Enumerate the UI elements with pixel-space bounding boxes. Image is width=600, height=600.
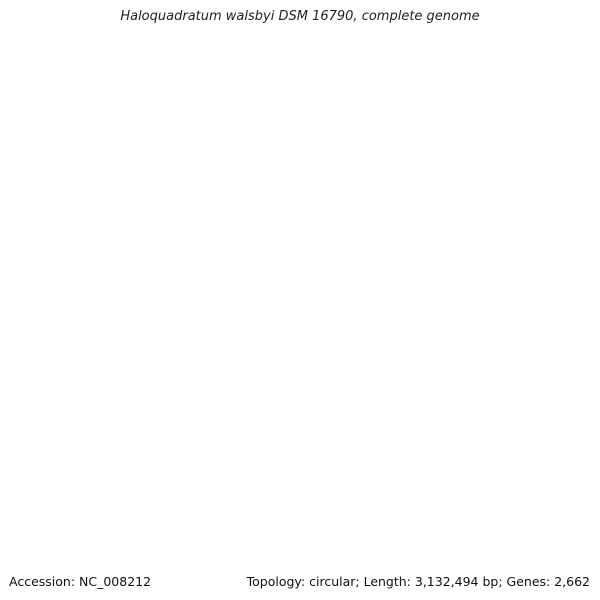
accession-label: Accession: NC_008212: [9, 574, 152, 589]
map-title: Haloquadratum walsbyi DSM 16790, complet…: [120, 9, 480, 24]
genome-summary: Topology: circular; Length: 3,132,494 bp…: [246, 574, 590, 589]
